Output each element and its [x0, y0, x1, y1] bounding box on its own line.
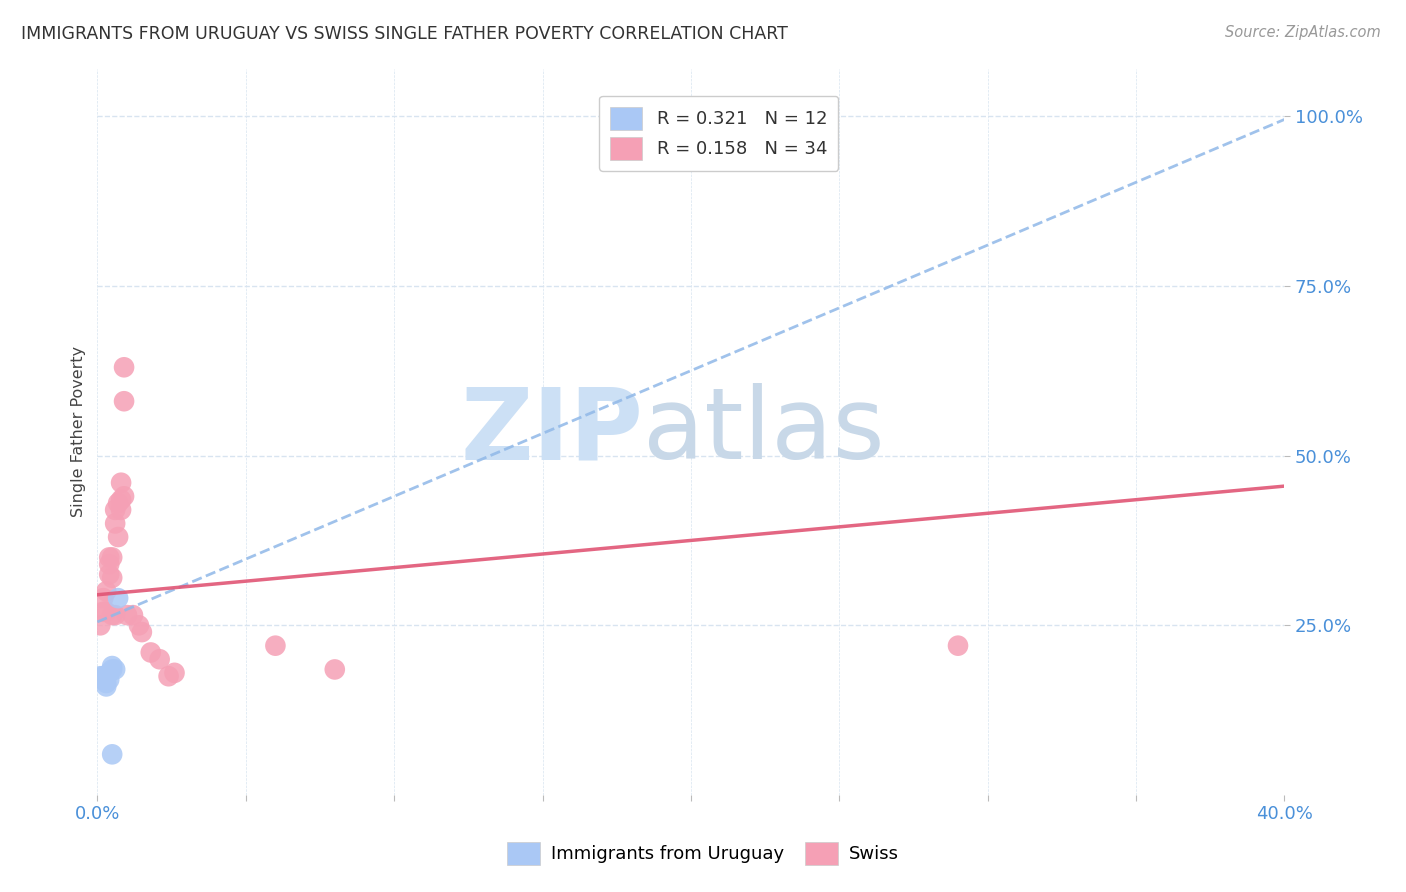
- Point: [163, 665, 186, 680]
- Point: [96, 584, 118, 599]
- Point: [112, 489, 135, 503]
- Point: [104, 503, 127, 517]
- Point: [89, 669, 111, 683]
- Point: [104, 516, 127, 531]
- Point: [128, 618, 150, 632]
- Point: [101, 608, 124, 623]
- Text: Source: ZipAtlas.com: Source: ZipAtlas.com: [1225, 25, 1381, 40]
- Point: [112, 360, 135, 375]
- Point: [91, 605, 114, 619]
- Point: [96, 605, 118, 619]
- Point: [149, 652, 172, 666]
- Y-axis label: Single Father Poverty: Single Father Poverty: [72, 346, 86, 517]
- Point: [104, 663, 127, 677]
- Point: [115, 608, 138, 623]
- Point: [107, 591, 129, 606]
- Point: [98, 567, 121, 582]
- Point: [139, 645, 162, 659]
- Text: atlas: atlas: [644, 384, 884, 480]
- Legend: Immigrants from Uruguay, Swiss: Immigrants from Uruguay, Swiss: [501, 835, 905, 872]
- Point: [91, 673, 114, 687]
- Point: [98, 665, 121, 680]
- Text: ZIP: ZIP: [461, 384, 644, 480]
- Point: [110, 475, 132, 490]
- Point: [101, 747, 124, 762]
- Point: [96, 680, 118, 694]
- Point: [101, 663, 124, 677]
- Point: [101, 571, 124, 585]
- Point: [122, 608, 145, 623]
- Point: [157, 669, 180, 683]
- Point: [107, 530, 129, 544]
- Point: [946, 639, 969, 653]
- Point: [98, 550, 121, 565]
- Point: [131, 625, 153, 640]
- Point: [110, 492, 132, 507]
- Point: [101, 659, 124, 673]
- Point: [110, 503, 132, 517]
- Text: IMMIGRANTS FROM URUGUAY VS SWISS SINGLE FATHER POVERTY CORRELATION CHART: IMMIGRANTS FROM URUGUAY VS SWISS SINGLE …: [21, 25, 787, 43]
- Legend: R = 0.321   N = 12, R = 0.158   N = 34: R = 0.321 N = 12, R = 0.158 N = 34: [599, 95, 838, 171]
- Point: [107, 496, 129, 510]
- Point: [101, 550, 124, 565]
- Point: [98, 673, 121, 687]
- Point: [264, 639, 287, 653]
- Point: [323, 663, 346, 677]
- Point: [89, 618, 111, 632]
- Point: [98, 558, 121, 572]
- Point: [104, 608, 127, 623]
- Point: [96, 676, 118, 690]
- Point: [91, 669, 114, 683]
- Point: [91, 591, 114, 606]
- Point: [740, 122, 762, 136]
- Point: [112, 394, 135, 409]
